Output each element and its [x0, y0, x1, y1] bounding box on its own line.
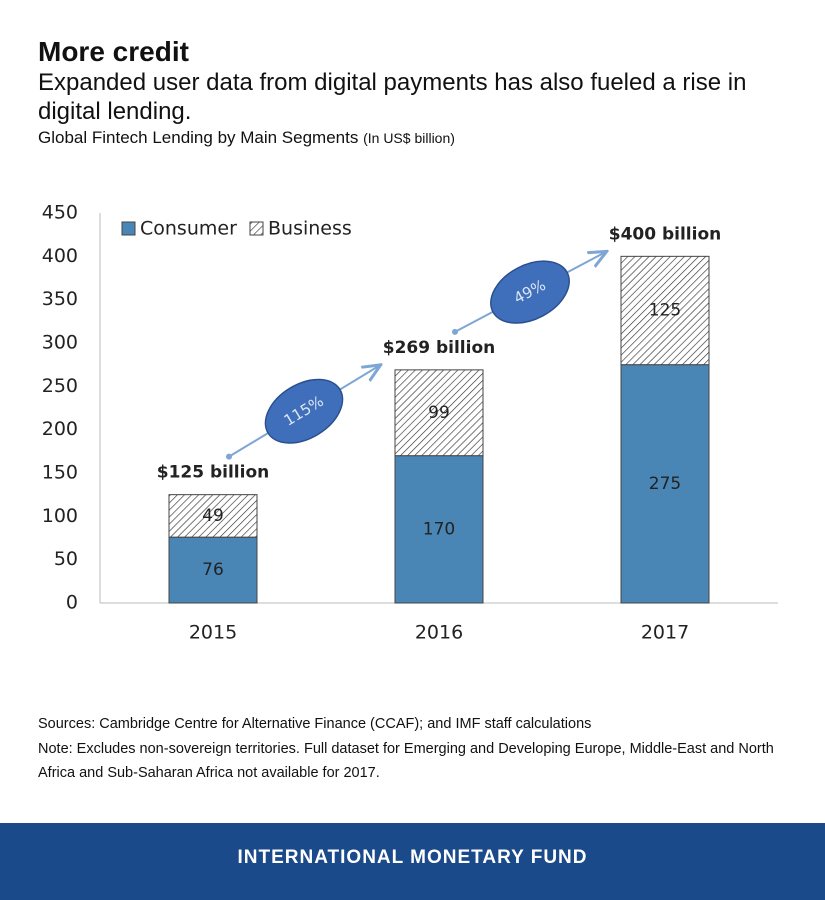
- subtitle: Expanded user data from digital payments…: [38, 69, 747, 125]
- legend-swatch: [249, 221, 264, 236]
- units: (In US$ billion): [363, 130, 455, 146]
- y-tick-label: 300: [42, 332, 78, 354]
- title: More credit: [38, 36, 189, 67]
- y-tick-label: 50: [54, 548, 78, 570]
- legend-label: Consumer: [140, 218, 237, 240]
- bar-segment: [620, 364, 710, 604]
- y-tick-label: 400: [42, 245, 78, 267]
- chart-title: Global Fintech Lending by Main Segments: [38, 128, 359, 147]
- bar-segment: [620, 255, 710, 366]
- bar-segment: [168, 494, 258, 538]
- notes: Sources: Cambridge Centre for Alternativ…: [38, 712, 798, 786]
- legend-swatch: [121, 221, 136, 236]
- data-label: 170: [423, 519, 455, 539]
- total-label: $400 billion: [609, 224, 722, 244]
- growth-badge: 115%: [264, 378, 344, 444]
- sources: Sources: Cambridge Centre for Alternativ…: [38, 716, 592, 732]
- y-tick-label: 0: [66, 592, 78, 614]
- x-tick-label: 2017: [641, 622, 689, 644]
- chart-title-row: Global Fintech Lending by Main Segments …: [38, 128, 798, 148]
- data-label: 49: [202, 506, 224, 526]
- legend-label: Business: [268, 218, 352, 240]
- footer: INTERNATIONAL MONETARY FUND: [0, 823, 825, 900]
- y-tick-label: 150: [42, 462, 78, 484]
- x-tick-label: 2015: [189, 622, 237, 644]
- total-label: $125 billion: [157, 463, 270, 483]
- arrow-start: [226, 453, 232, 460]
- y-tick-label: 200: [42, 418, 78, 440]
- data-label: 125: [649, 301, 681, 321]
- growth-ellipse: [264, 378, 344, 444]
- data-label: 99: [428, 403, 450, 423]
- chart: 0 50 100 150 200 250 300 350 400 450 2015 76 49 $125 …: [42, 202, 778, 644]
- y-tick-label: 350: [42, 288, 78, 310]
- bar-segment: [394, 455, 484, 604]
- bar-segment: [168, 536, 258, 604]
- growth-ellipse: [490, 260, 570, 324]
- growth-badge: 49%: [490, 260, 570, 324]
- bar-segment: [394, 369, 484, 457]
- x-tick-label: 2016: [415, 622, 463, 644]
- data-label: 275: [649, 474, 681, 494]
- arrow-start: [452, 328, 458, 335]
- total-label: $269 billion: [383, 338, 496, 358]
- y-tick-label: 250: [42, 375, 78, 397]
- y-tick-label: 100: [42, 505, 78, 527]
- note: Note: Excludes non-sovereign territories…: [38, 740, 774, 782]
- data-label: 76: [202, 560, 224, 580]
- y-tick-label: 450: [42, 202, 78, 224]
